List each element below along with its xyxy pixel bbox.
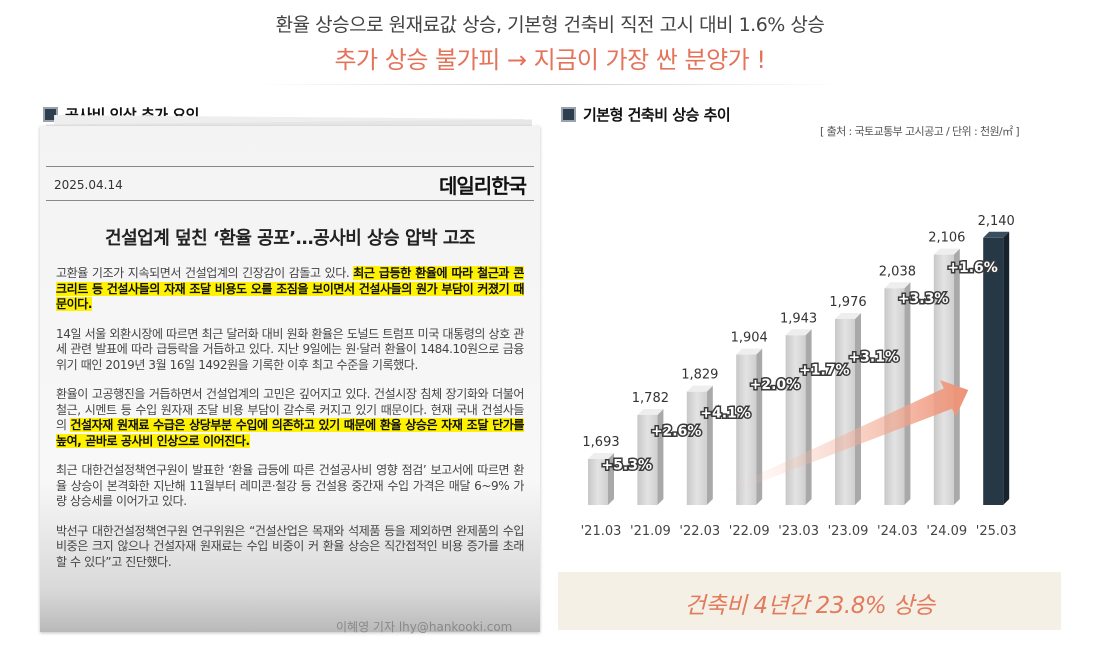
x-tick-label: '24.03 <box>877 524 918 539</box>
bar-side <box>1003 231 1010 506</box>
bar-value-label: 1,904 <box>731 331 768 346</box>
newspaper-clipping: 2025.04.14 데일리한국 건설업계 덮친 ‘환율 공포’…공사비 상승 … <box>40 114 540 634</box>
article-body: 고환율 기조가 지속되면서 건설업계의 긴장감이 감돌고 있다. 최근 급등한 … <box>56 266 524 584</box>
header-headline: 추가 상승 불가피 → 지금이 가장 싼 분양가 ! <box>334 46 766 74</box>
bar-top <box>933 248 960 255</box>
change-percent-label: +5.3% <box>601 458 652 474</box>
x-tick-label: '24.09 <box>926 524 967 539</box>
header-subtitle: 환율 상승으로 원재료값 상승, 기본형 건축비 직전 고시 대비 1.6% 상… <box>275 14 825 36</box>
bar-side <box>953 248 960 505</box>
article-paragraph: 고환율 기조가 지속되면서 건설업계의 긴장감이 감돌고 있다. 최근 급등한 … <box>56 266 524 313</box>
bar <box>983 237 1004 506</box>
bar-value-label: 1,693 <box>582 435 619 450</box>
bar-value-label: 1,829 <box>681 368 718 383</box>
bar-top <box>835 312 861 319</box>
bar <box>933 254 954 505</box>
change-percent-label: +1.7% <box>799 362 850 378</box>
bar-side <box>756 348 763 505</box>
change-percent-label: +2.6% <box>651 424 702 440</box>
bar-top <box>736 348 763 355</box>
summary-text: 건축비 4년간 23.8% 상승 <box>684 593 935 619</box>
bar <box>835 318 855 505</box>
article-author: 이혜영 기자 lhy@hankooki.com <box>336 620 513 634</box>
x-tick-label: '21.03 <box>581 524 622 539</box>
chart-source-note: [ 출처 : 국토교통부 고시공고 / 단위 : 천원/㎡ ] <box>820 125 1020 138</box>
bar <box>736 354 757 505</box>
trend-arrow-icon <box>730 380 969 493</box>
bar <box>588 458 608 505</box>
x-tick-label: '22.03 <box>679 524 720 539</box>
x-tick-label: '22.09 <box>729 524 770 539</box>
newspaper-masthead-rule <box>46 200 534 201</box>
article-text: 고환율 기조가 지속되면서 건설업계의 긴장감이 감돌고 있다. <box>56 266 354 280</box>
header-divider <box>255 84 845 85</box>
bar-side <box>904 282 911 505</box>
bar-top <box>983 231 1010 238</box>
bar-top <box>637 408 664 415</box>
article-paragraph: 최근 대한건설정책연구원이 발표한 ‘환율 급등에 따른 건설공사비 영향 점검… <box>56 463 524 508</box>
x-tick-label: '23.09 <box>828 524 869 539</box>
bar-value-label: 2,106 <box>928 231 965 246</box>
bar <box>637 414 658 505</box>
bar-side <box>855 312 861 505</box>
square-bullet-icon <box>561 107 576 122</box>
right-section-title-text: 기본형 건축비 상승 추이 <box>583 106 731 124</box>
change-percent-label: +1.6% <box>947 260 998 276</box>
x-tick-label: '25.03 <box>976 524 1017 539</box>
change-percent-label: +3.1% <box>848 350 899 366</box>
bar-value-label: 1,943 <box>780 311 817 326</box>
article-paragraph: 환율이 고공행진을 거듭하면서 건설업계의 고민은 깊어지고 있다. 건설시장 … <box>56 387 524 449</box>
article-highlight: 건설자재 원재료 수급은 상당부분 수입에 의존하고 있기 때문에 환율 상승은… <box>56 418 524 448</box>
bar <box>785 335 806 505</box>
bar-side <box>608 452 614 505</box>
bar-top <box>686 385 713 392</box>
bar <box>686 391 707 505</box>
change-percent-label: +2.0% <box>750 377 801 393</box>
article-headline: 건설업계 덮친 ‘환율 공포’…공사비 상승 압박 고조 <box>105 228 475 249</box>
newspaper-page: 2025.04.14 데일리한국 건설업계 덮친 ‘환율 공포’…공사비 상승 … <box>40 126 540 634</box>
bar-top <box>884 282 911 289</box>
bar-top <box>785 329 812 336</box>
x-tick-label: '21.09 <box>630 524 671 539</box>
change-percent-label: +3.3% <box>898 291 949 307</box>
article-paragraph: 14일 서울 외환시장에 따르면 최근 달러화 대비 원화 환율은 도널드 트럼… <box>56 326 524 372</box>
summary-banner: 건축비 4년간 23.8% 상승 <box>558 572 1061 630</box>
change-percent-label: +4.1% <box>700 406 751 422</box>
x-tick-label: '23.03 <box>778 524 819 539</box>
bar-value-label: 1,782 <box>632 391 669 406</box>
bar-top <box>588 452 614 459</box>
construction-cost-bar-chart: 1,693 '21.03 1,782 '21.09 1,829 '22.03 1,904 '2… <box>581 214 1017 539</box>
right-section-title: 기본형 건축비 상승 추이 <box>561 104 731 125</box>
newspaper-top-rule <box>46 166 534 167</box>
bar-side <box>805 329 812 505</box>
bar-value-label: 2,140 <box>978 214 1015 229</box>
bar-value-label: 1,976 <box>829 295 866 310</box>
publisher-logo: 데일리한국 <box>439 174 527 198</box>
bar-value-label: 2,038 <box>879 264 916 279</box>
bar <box>884 288 905 505</box>
article-date: 2025.04.14 <box>54 178 123 192</box>
article-paragraph: 박선구 대한건설정책연구원 연구위원은 “건설산업은 목재와 석제품 등을 제외… <box>56 523 524 569</box>
bar-side <box>657 408 664 505</box>
bar-side <box>706 385 713 505</box>
article-text: 환율이 고공행진을 거듭하면서 건설업계의 고민은 깊어지고 있다. 건설시장 … <box>56 387 524 432</box>
